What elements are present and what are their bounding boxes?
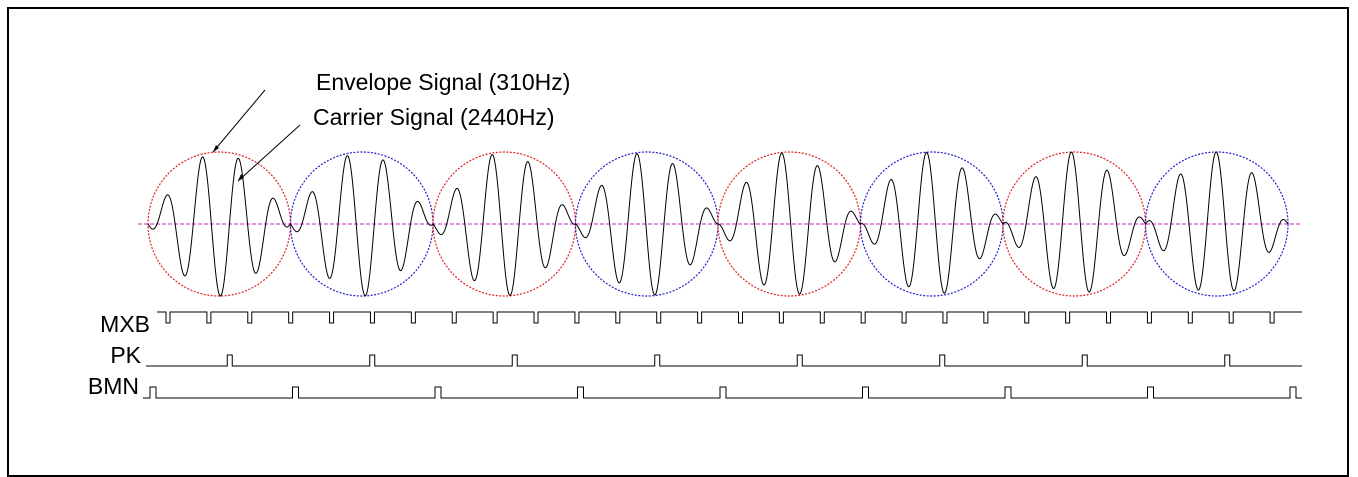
signal-trace-pk [146, 354, 1302, 367]
signal-trace-mxb [157, 311, 1302, 324]
carrier-pointer-arrowhead [238, 174, 244, 181]
digital-signals [143, 311, 1302, 399]
carrier-signal [147, 151, 1289, 297]
carrier-waveform [147, 151, 1289, 297]
waveform-diagram: Envelope Signal (310Hz) Carrier Signal (… [88, 69, 1302, 399]
signal-trace-bmn [143, 386, 1302, 399]
signal-label-pk: PK [110, 342, 141, 368]
signal-label-mxb: MXB [100, 311, 150, 337]
envelope-annotation: Envelope Signal (310Hz) [316, 69, 570, 95]
envelope-pointer-arrow [212, 89, 266, 153]
carrier-annotation: Carrier Signal (2440Hz) [313, 104, 555, 130]
envelope-pointer-arrowhead [213, 145, 219, 152]
carrier-pointer-arrow [237, 124, 301, 182]
signal-label-bmn: BMN [88, 373, 139, 399]
